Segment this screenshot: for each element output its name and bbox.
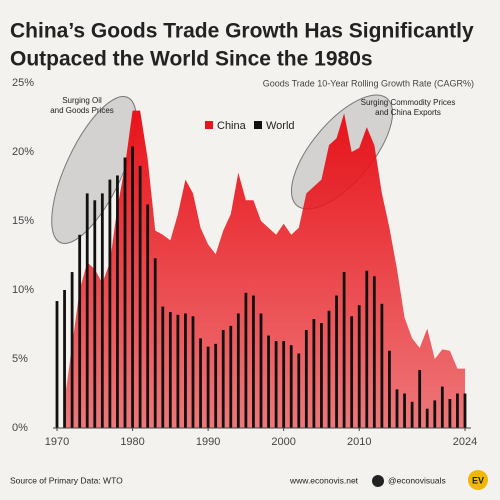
world-bar — [289, 345, 293, 428]
world-bar — [395, 389, 399, 428]
world-bar — [267, 335, 270, 428]
legend-label: China — [217, 120, 247, 132]
world-bar — [85, 193, 89, 428]
y-axis-label: Goods Trade 10-Year Rolling Growth Rate … — [263, 78, 474, 88]
world-bar — [108, 179, 112, 428]
legend-swatch — [254, 121, 262, 129]
world-bar — [380, 303, 384, 428]
y-tick-label: 10% — [12, 284, 34, 296]
world-bar — [100, 193, 104, 428]
y-tick-label: 20% — [12, 146, 34, 158]
annotation: and China Exports — [375, 108, 441, 117]
x-icon — [372, 475, 384, 487]
world-bar — [448, 399, 452, 428]
world-bar — [456, 393, 459, 428]
y-tick-label: 15% — [12, 215, 34, 227]
world-bar — [297, 353, 301, 428]
world-bar — [350, 316, 354, 428]
world-bar — [425, 408, 429, 428]
world-bar — [244, 292, 248, 428]
world-bar — [70, 272, 74, 428]
y-tick-label: 25% — [12, 77, 34, 89]
annotation: Surging Oil — [62, 96, 102, 105]
world-bar — [403, 393, 406, 428]
world-bar — [327, 310, 331, 428]
world-bar — [229, 325, 233, 428]
world-bar — [206, 346, 210, 428]
annotation: and Goods Prices — [50, 106, 114, 115]
website: www.econovis.net — [289, 475, 359, 485]
world-bar — [410, 401, 414, 428]
world-bar — [116, 175, 119, 428]
logo — [468, 470, 488, 490]
world-bar — [463, 393, 467, 428]
world-bar — [221, 330, 225, 428]
annotation: Surging Commodity Prices — [361, 98, 456, 107]
x-tick-label: 2010 — [347, 436, 371, 448]
china-area — [64, 110, 466, 428]
world-bar — [161, 306, 165, 428]
world-bar — [440, 386, 444, 428]
world-bar — [63, 290, 66, 428]
logo-text: EV — [472, 475, 484, 485]
world-bar — [433, 400, 437, 428]
world-bar — [335, 295, 338, 428]
world-bar — [259, 313, 263, 428]
world-bar — [153, 258, 157, 428]
world-bar — [388, 350, 391, 428]
world-bar — [184, 313, 187, 428]
world-bar — [342, 272, 346, 428]
world-bar — [93, 200, 97, 428]
world-bar — [282, 341, 286, 428]
world-bar — [357, 305, 361, 428]
world-bar — [78, 234, 82, 428]
y-tick-label: 0% — [12, 422, 28, 434]
title-line: Outpaced the World Since the 1980s — [10, 48, 373, 71]
x-tick-label: 2000 — [271, 436, 295, 448]
x-tick-label: 2024 — [453, 436, 477, 448]
source: Source of Primary Data: WTO — [10, 475, 123, 485]
world-bar — [365, 270, 369, 428]
world-bar — [214, 343, 218, 428]
x-tick-label: 1980 — [120, 436, 144, 448]
world-bar — [312, 318, 316, 428]
x-tick-label: 1990 — [196, 436, 220, 448]
world-bar — [372, 276, 376, 428]
world-bar — [176, 314, 180, 428]
world-bar — [274, 341, 278, 428]
world-bar — [320, 323, 323, 428]
world-bar — [146, 204, 150, 428]
world-bar — [199, 338, 202, 428]
world-bar — [418, 370, 422, 428]
world-bar — [236, 313, 240, 428]
world-bar — [191, 316, 195, 428]
handle: @econovisuals — [388, 475, 446, 485]
annotation-ellipse — [51, 96, 137, 244]
world-bar — [252, 295, 255, 428]
y-tick-label: 5% — [12, 353, 28, 365]
title-line: China’s Goods Trade Growth Has Significa… — [10, 20, 474, 43]
world-bar — [168, 312, 172, 428]
world-bar — [131, 146, 134, 429]
x-tick-label: 1970 — [45, 436, 69, 448]
world-bar — [138, 165, 142, 429]
legend-label: World — [266, 120, 295, 132]
world-bar — [304, 330, 308, 428]
world-bar — [123, 157, 127, 428]
world-bar — [55, 301, 59, 428]
legend-swatch — [205, 121, 213, 129]
